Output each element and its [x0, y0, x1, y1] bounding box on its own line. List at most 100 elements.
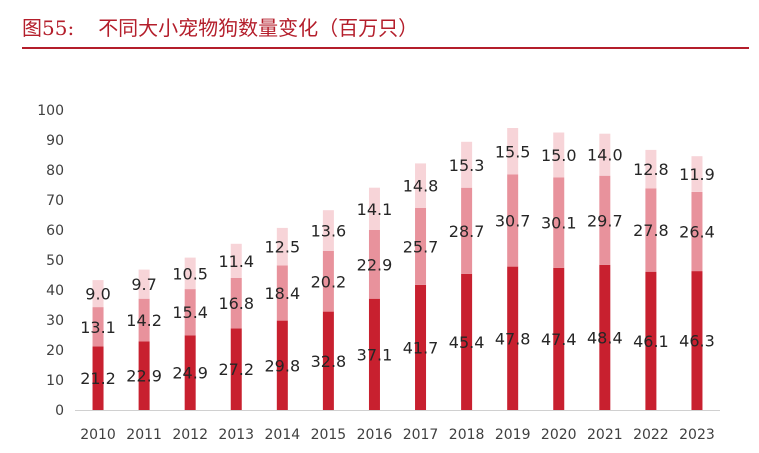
- bar-segment: [184, 257, 196, 290]
- data-label: 26.4: [679, 223, 715, 242]
- bar-segment: [322, 251, 334, 312]
- y-tick-label: 60: [46, 223, 64, 239]
- bar-segment: [322, 210, 334, 251]
- y-tick-label: 10: [46, 373, 64, 389]
- bar-segment: [461, 141, 473, 188]
- x-tick-label: 2020: [541, 427, 577, 443]
- bar-segment: [553, 267, 565, 410]
- bar-segment: [461, 273, 473, 410]
- bar-segment: [368, 298, 380, 410]
- bar-segment: [645, 188, 657, 272]
- data-label: 30.1: [541, 214, 577, 233]
- data-label: 14.2: [126, 311, 162, 330]
- data-label: 47.8: [495, 329, 531, 348]
- data-label: 15.4: [172, 303, 208, 322]
- data-label: 18.4: [265, 284, 301, 303]
- bar-segment: [553, 177, 565, 268]
- bar-segment: [507, 174, 519, 267]
- x-tick-label: 2015: [311, 427, 347, 443]
- bar-segment: [553, 132, 565, 178]
- data-label: 12.5: [265, 238, 301, 257]
- data-label: 47.4: [541, 330, 577, 349]
- data-label: 46.1: [633, 332, 669, 351]
- bar-segment: [276, 265, 288, 321]
- data-label: 21.2: [80, 369, 116, 388]
- data-label: 48.4: [587, 328, 623, 347]
- x-tick-label: 2013: [218, 427, 254, 443]
- bar-segment: [645, 271, 657, 410]
- chart-title: 不同大小宠物狗数量变化（百万只）: [98, 15, 419, 40]
- data-label: 13.1: [80, 318, 116, 337]
- data-label: 45.4: [449, 333, 485, 352]
- bar-segment: [230, 328, 242, 410]
- data-label: 14.8: [403, 177, 439, 196]
- data-label: 11.4: [218, 252, 254, 271]
- y-tick-label: 50: [46, 253, 64, 269]
- bar-segment: [138, 269, 150, 299]
- x-tick-label: 2016: [357, 427, 393, 443]
- bar-segment: [368, 230, 380, 299]
- data-label: 13.6: [311, 222, 347, 241]
- data-label: 16.8: [218, 294, 254, 313]
- bar-segment: [599, 175, 611, 265]
- data-label: 30.7: [495, 212, 531, 231]
- bar-segment: [276, 320, 288, 410]
- bar-segment: [184, 335, 196, 410]
- data-label: 12.8: [633, 160, 669, 179]
- data-label: 27.2: [218, 360, 254, 379]
- y-tick-label: 20: [46, 343, 64, 359]
- data-label: 29.8: [265, 356, 301, 375]
- data-label: 15.0: [541, 146, 577, 165]
- x-tick-label: 2021: [587, 427, 623, 443]
- data-label: 11.9: [679, 165, 715, 184]
- bar-segment: [599, 264, 611, 410]
- x-tick-label: 2023: [679, 427, 715, 443]
- data-label: 29.7: [587, 211, 623, 230]
- x-tick-label: 2014: [265, 427, 301, 443]
- data-label: 37.1: [357, 345, 393, 364]
- x-tick-label: 2012: [172, 427, 208, 443]
- data-label: 9.0: [85, 285, 110, 304]
- bar-segment: [461, 187, 473, 274]
- data-label: 15.3: [449, 156, 485, 175]
- data-label: 20.2: [311, 272, 347, 291]
- bar-segment: [230, 278, 242, 329]
- y-tick-label: 80: [46, 163, 64, 179]
- bar-segment: [645, 149, 657, 189]
- data-label: 14.1: [357, 200, 393, 219]
- x-tick-label: 2011: [126, 427, 162, 443]
- bar-segment: [322, 311, 334, 410]
- y-tick-label: 40: [46, 283, 64, 299]
- bar-segment: [415, 163, 427, 208]
- data-label: 15.5: [495, 142, 531, 161]
- data-label: 24.9: [172, 364, 208, 383]
- data-label: 27.8: [633, 221, 669, 240]
- bar-segment: [368, 187, 380, 230]
- bar-segment: [92, 346, 104, 410]
- x-tick-label: 2017: [403, 427, 439, 443]
- data-label: 32.8: [311, 352, 347, 371]
- bar-segment: [691, 191, 703, 272]
- bar-segment: [138, 298, 150, 342]
- bar-segment: [138, 341, 150, 410]
- bar-segment: [415, 284, 427, 410]
- data-label: 22.9: [126, 367, 162, 386]
- title-underline: [22, 47, 749, 49]
- bar-segment: [230, 243, 242, 278]
- data-label: 25.7: [403, 237, 439, 256]
- data-label: 22.9: [357, 255, 393, 274]
- data-label: 9.7: [131, 275, 156, 294]
- data-label: 14.0: [587, 146, 623, 165]
- bar-segment: [184, 289, 196, 336]
- x-tick-label: 2010: [80, 427, 116, 443]
- bar-segment: [691, 271, 703, 410]
- data-label: 10.5: [172, 264, 208, 283]
- y-tick-label: 30: [46, 313, 64, 329]
- bar-segment: [599, 133, 611, 176]
- x-tick-label: 2019: [495, 427, 531, 443]
- bar-segment: [92, 307, 104, 347]
- data-label: 28.7: [449, 222, 485, 241]
- y-tick-label: 70: [46, 193, 64, 209]
